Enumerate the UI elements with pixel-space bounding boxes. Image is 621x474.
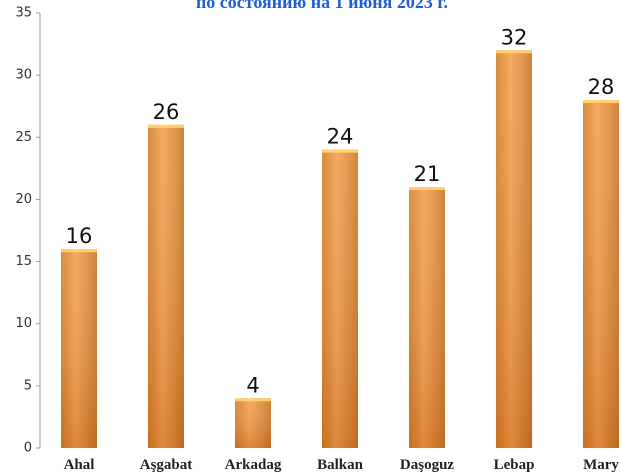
bar-shading <box>496 50 532 449</box>
x-tick-label: Daşoguz <box>400 457 455 473</box>
x-tick-label: Lebap <box>494 457 535 473</box>
chart-title: по состоянию на 1 июня 2023 г. <box>196 0 448 12</box>
bar-shading <box>322 149 358 448</box>
bar-shading <box>148 124 184 448</box>
y-tick-label: 10 <box>15 316 32 331</box>
value-label: 28 <box>588 75 615 99</box>
value-label: 32 <box>501 25 528 49</box>
x-tick-label: Ahal <box>64 457 95 473</box>
bar-top <box>583 100 619 103</box>
bar-top <box>148 124 184 128</box>
bar-top <box>322 149 358 153</box>
value-label: 26 <box>153 100 180 124</box>
bar-top <box>496 50 532 54</box>
y-tick-label: 5 <box>24 378 32 393</box>
y-tick-label: 20 <box>15 192 32 207</box>
y-tick-label: 35 <box>15 6 32 21</box>
value-label: 4 <box>246 373 259 397</box>
y-tick-label: 0 <box>24 441 32 456</box>
y-tick-label: 30 <box>15 68 32 83</box>
bar-shading <box>583 100 619 448</box>
x-tick-label: Balkan <box>317 457 364 473</box>
bar-shading <box>409 187 445 448</box>
value-label: 16 <box>66 224 93 248</box>
y-tick-label: 25 <box>15 130 32 145</box>
y-tick-label: 15 <box>15 254 32 269</box>
bar-shading <box>61 249 97 448</box>
bar-top <box>61 249 97 253</box>
x-tick-label: Aşgabat <box>140 457 193 473</box>
value-label: 21 <box>414 162 441 186</box>
value-label: 24 <box>327 125 354 149</box>
bar-top <box>235 398 271 402</box>
x-tick-label: Arkadag <box>225 457 282 473</box>
x-tick-label: Mary <box>583 457 619 473</box>
bar-shading <box>235 398 271 448</box>
bar-top <box>409 187 445 190</box>
